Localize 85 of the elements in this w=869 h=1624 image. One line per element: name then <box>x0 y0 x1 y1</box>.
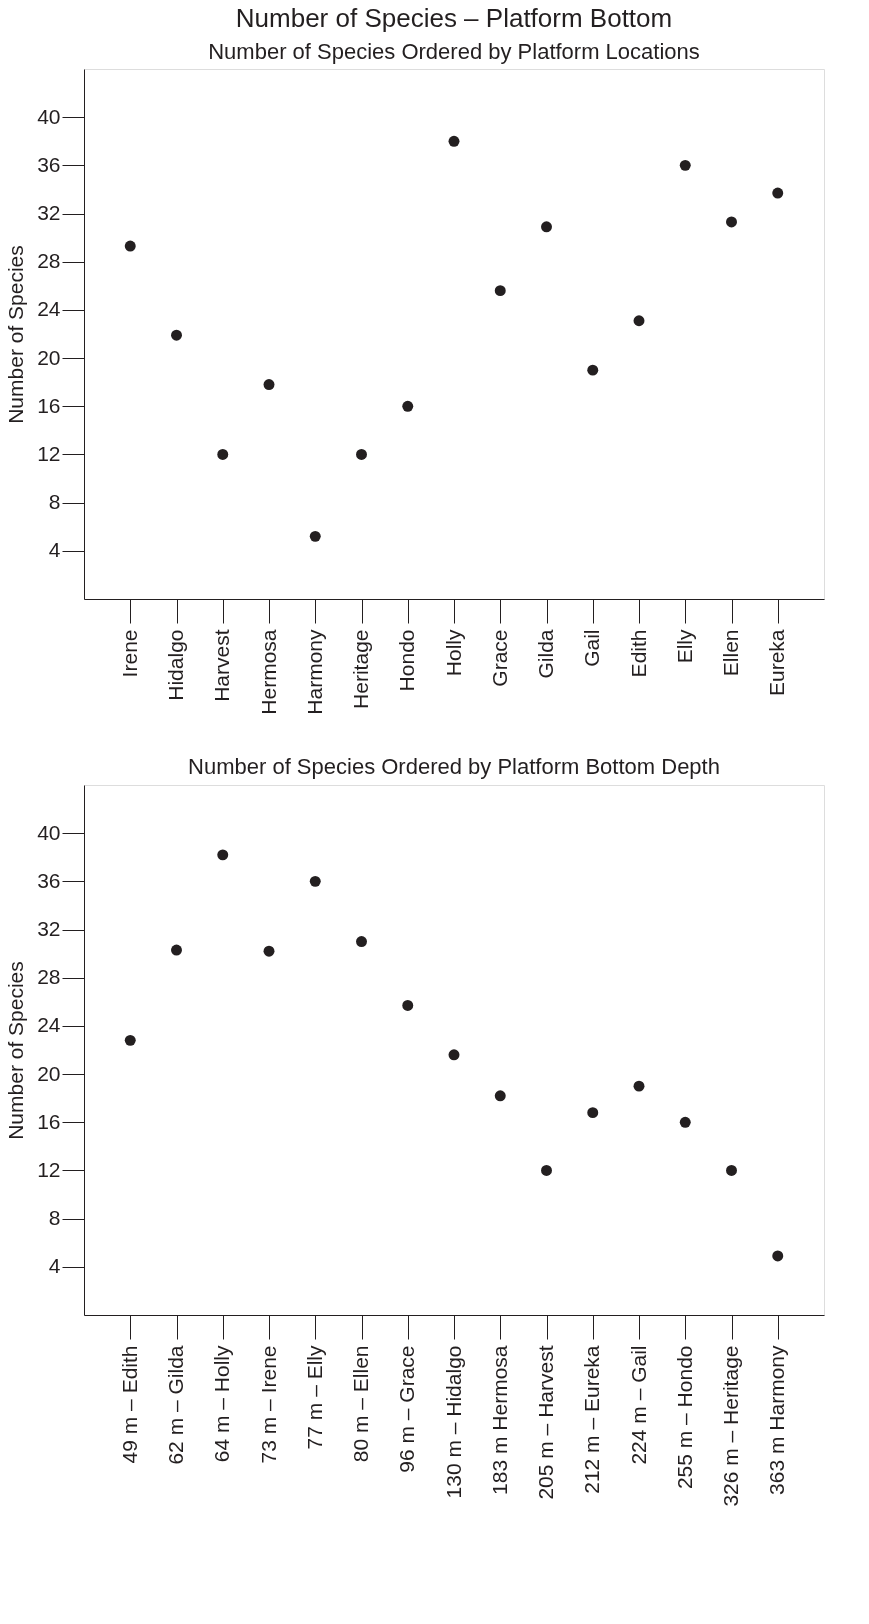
point <box>772 1250 784 1262</box>
point <box>679 159 691 171</box>
x-tick-label: 212 m – Eureka <box>580 1345 604 1494</box>
point <box>772 187 784 199</box>
point <box>726 216 737 228</box>
point <box>356 936 367 948</box>
point <box>263 379 275 391</box>
point <box>402 400 414 412</box>
point <box>587 364 599 376</box>
y-tick-label: 12 <box>37 441 61 465</box>
x-tick-label: Grace <box>487 629 511 687</box>
x-tick-label: 49 m – Edith <box>117 1345 141 1464</box>
x-tick-label: 326 m – Heritage <box>719 1345 742 1507</box>
y-tick-label: 8 <box>48 490 61 514</box>
y-tick-label: 36 <box>37 868 61 892</box>
x-tick-label: Hidalgo <box>164 629 187 701</box>
x-tick-label: 62 m – Gilda <box>164 1345 187 1465</box>
point <box>171 329 182 341</box>
point <box>402 999 414 1011</box>
point <box>356 448 367 460</box>
point <box>726 1164 737 1176</box>
point <box>263 945 275 957</box>
point <box>541 221 552 233</box>
x-tick-label: Harmony <box>302 629 326 715</box>
y-tick-label: 32 <box>37 917 61 941</box>
point <box>587 1107 599 1119</box>
y-tick-label: 24 <box>37 297 61 321</box>
x-tick-label: Holly <box>441 629 465 677</box>
y-tick-label: 40 <box>37 104 61 128</box>
point <box>633 315 645 327</box>
x-tick-label: 205 m – Harvest <box>534 1345 557 1500</box>
point <box>679 1116 691 1128</box>
y-tick-label: 16 <box>37 393 61 417</box>
y-tick-label: 12 <box>37 1157 61 1181</box>
x-tick-label: Ellen <box>719 629 742 677</box>
y-tick-label: 28 <box>37 249 61 273</box>
y-tick-label: 36 <box>37 152 61 176</box>
point <box>633 1080 645 1092</box>
x-tick-label: 64 m – Holly <box>210 1345 234 1463</box>
point <box>494 1090 506 1102</box>
point <box>448 1049 460 1061</box>
point <box>217 849 229 861</box>
x-tick-label: Gail <box>580 629 604 667</box>
point <box>171 944 182 956</box>
x-tick-label: Irene <box>117 629 141 678</box>
x-tick-label: 96 m – Grace <box>395 1345 419 1473</box>
x-tick-label: 255 m – Hondo <box>672 1345 696 1490</box>
point <box>309 530 321 542</box>
x-tick-label: 183 m Hermosa <box>487 1345 511 1495</box>
point <box>217 448 229 460</box>
y-tick-label: 32 <box>37 201 61 225</box>
x-tick-label: 80 m – Ellen <box>349 1345 372 1463</box>
x-tick-label: Edith <box>626 629 650 678</box>
y-tick-label: 16 <box>37 1109 61 1133</box>
y-tick-label: 24 <box>37 1013 61 1037</box>
x-tick-label: Harvest <box>210 629 234 702</box>
x-tick-label: Heritage <box>349 629 372 709</box>
x-tick-label: Hondo <box>395 629 419 692</box>
x-tick-label: Elly <box>672 629 696 664</box>
x-tick-label: 363 m Harmony <box>765 1345 789 1495</box>
chart-title: Number of Species Ordered by Platform Bottom Depth <box>188 754 720 779</box>
point <box>541 1164 552 1176</box>
point <box>494 285 506 297</box>
y-tick-label: 4 <box>48 1254 61 1278</box>
x-tick-label: Hermosa <box>256 629 280 715</box>
x-tick-label: 224 m – Gail <box>626 1345 650 1465</box>
y-tick-label: 20 <box>37 345 61 369</box>
y-axis-title: Number of Species <box>4 961 28 1140</box>
point <box>448 135 460 147</box>
y-tick-label: 20 <box>37 1061 61 1085</box>
x-tick-label: 77 m – Elly <box>302 1345 326 1450</box>
x-tick-label: 73 m – Irene <box>256 1345 280 1464</box>
chart-subtitle: Number of Species Ordered by Platform Locations <box>208 39 700 64</box>
y-tick-label: 28 <box>37 965 61 989</box>
y-axis-title: Number of Species <box>4 245 28 424</box>
y-tick-label: 8 <box>48 1206 61 1230</box>
x-tick-label: 130 m – Hidalgo <box>441 1345 465 1499</box>
x-tick-label: Gilda <box>534 629 557 679</box>
y-tick-label: 4 <box>48 538 61 562</box>
point <box>124 240 136 252</box>
chart-title: Number of Species – Platform Bottom <box>235 3 673 33</box>
y-tick-label: 40 <box>37 820 61 844</box>
point <box>124 1034 136 1046</box>
point <box>309 875 321 887</box>
x-tick-label: Eureka <box>765 629 789 697</box>
